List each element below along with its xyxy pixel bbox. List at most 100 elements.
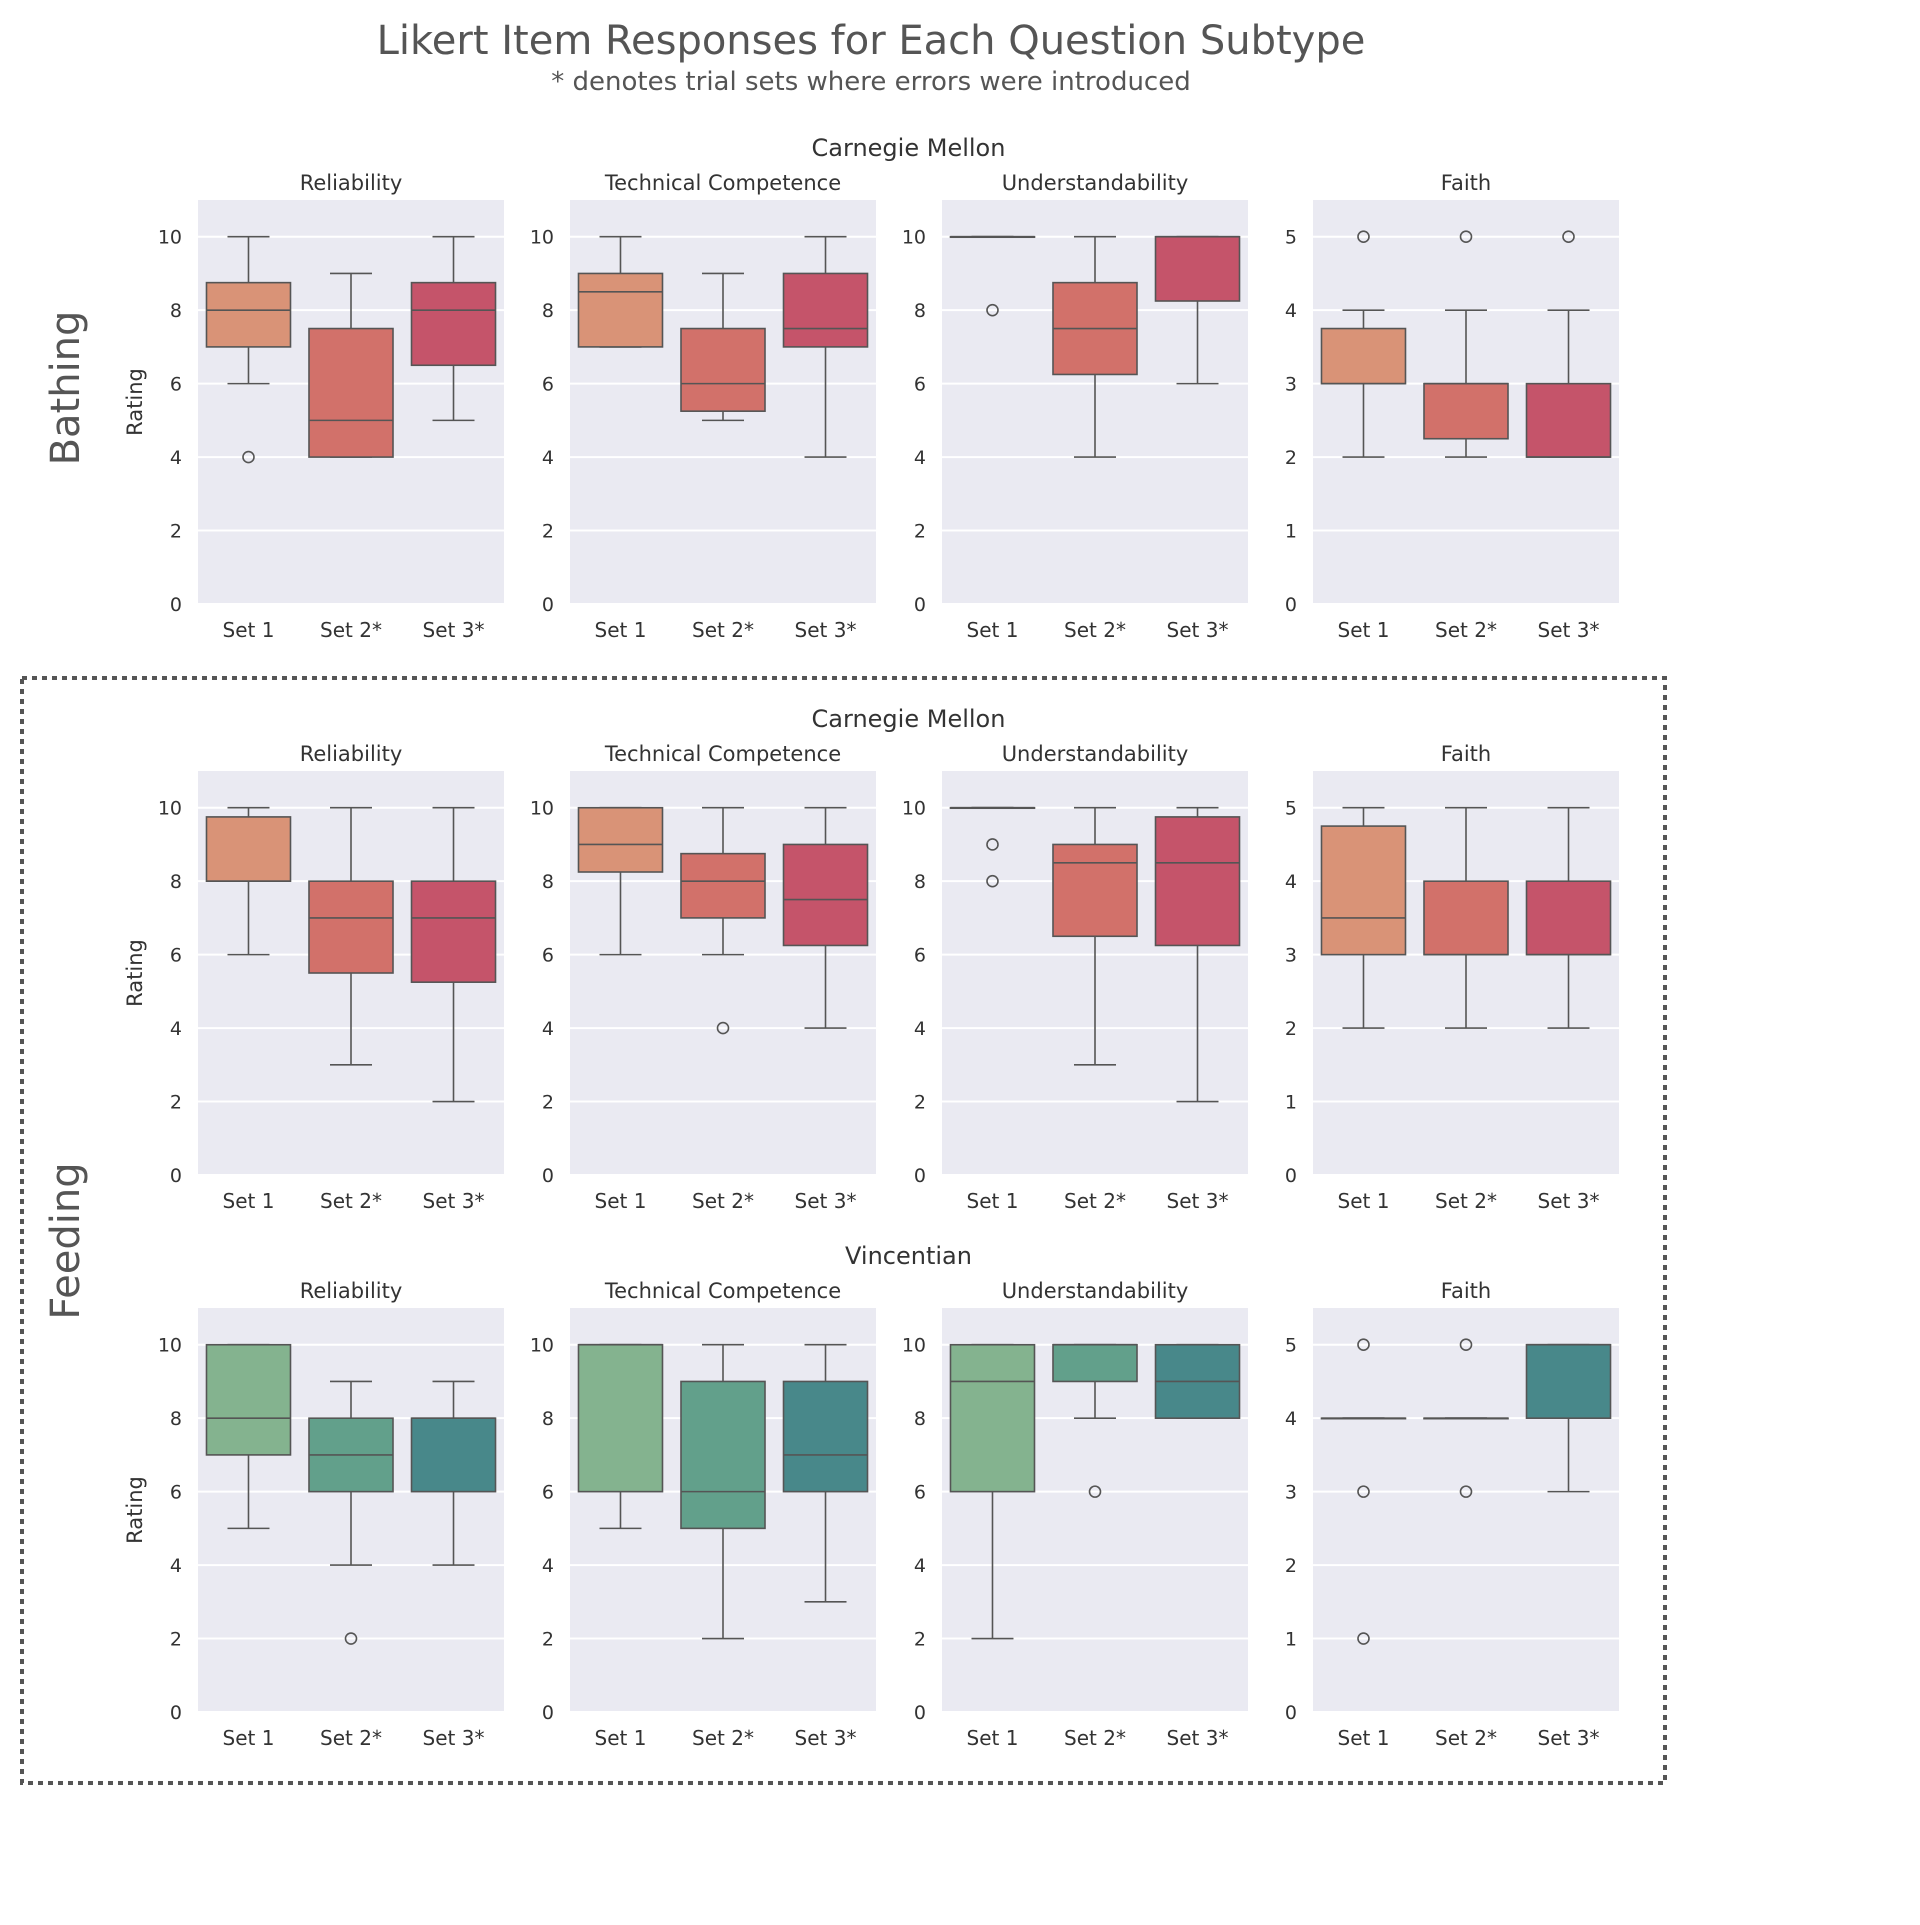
y-tick-label: 10: [530, 1335, 554, 1357]
y-tick-label: 8: [170, 300, 182, 322]
y-tick-label: 6: [170, 1482, 182, 1504]
y-tick-label: 0: [170, 1165, 182, 1187]
y-tick-label: 4: [170, 447, 182, 469]
y-tick-label: 8: [542, 1408, 554, 1430]
box-set-2: [308, 806, 394, 1066]
y-tick-label: 4: [1285, 871, 1297, 893]
x-tick-label: Set 2*: [320, 1189, 382, 1213]
row-label-feeding: Feeding: [43, 1162, 89, 1319]
iqr-box: [205, 281, 292, 348]
x-tick-label: Set 1: [1338, 1726, 1390, 1750]
iqr-box: [1320, 327, 1407, 385]
iqr-box: [308, 327, 394, 458]
iqr-box: [577, 806, 664, 873]
x-tick-label: Set 1: [595, 1189, 647, 1213]
y-tick-label: 2: [1285, 1018, 1297, 1040]
box-set-2: [1052, 235, 1138, 458]
y-tick-label: 10: [158, 227, 182, 249]
x-tick-label: Set 1: [1338, 618, 1390, 642]
outlier-point: [1562, 230, 1575, 244]
x-tick-label: Set 1: [223, 618, 275, 642]
x-tick-label: Set 1: [223, 1189, 275, 1213]
x-tick-label: Set 3*: [1167, 1189, 1229, 1213]
y-tick-label: 2: [914, 1629, 926, 1651]
box-set-3: [1154, 235, 1241, 385]
figure-subtitle: * denotes trial sets where errors were i…: [551, 67, 1190, 97]
iqr-box: [680, 852, 766, 919]
box-set-3: [1525, 806, 1612, 1029]
iqr-box: [1525, 1343, 1612, 1419]
outlier-point: [716, 1021, 730, 1035]
iqr-box: [205, 1343, 292, 1456]
x-tick-label: Set 3*: [423, 618, 485, 642]
y-tick-label: 4: [914, 1018, 926, 1040]
y-tick-label: 4: [914, 1555, 926, 1577]
outlier-point: [242, 450, 255, 464]
outlier-point: [1357, 1632, 1370, 1645]
box-set-1: [205, 806, 292, 956]
panel-title: Technical Competence: [604, 1279, 841, 1303]
x-tick-label: Set 1: [595, 618, 647, 642]
iqr-box: [680, 1380, 766, 1530]
x-tick-label: Set 2*: [692, 1726, 754, 1750]
box-set-1: [949, 806, 1036, 888]
y-tick-label: 3: [1285, 945, 1297, 967]
iqr-box: [1320, 825, 1407, 956]
iqr-box: [1154, 816, 1241, 947]
x-tick-label: Set 1: [967, 1189, 1019, 1213]
box-set-2: [1423, 1338, 1509, 1498]
outlier-point: [1357, 1338, 1370, 1352]
x-tick-label: Set 2*: [1435, 1726, 1497, 1750]
iqr-box: [1052, 1343, 1138, 1383]
iqr-box: [1525, 382, 1612, 458]
panel-technical-competence: Technical Competence 0 2 4 6 8 10 Set 1 Set 2* Se…: [530, 742, 876, 1213]
y-tick-label: 4: [1285, 300, 1297, 322]
y-tick-label: 2: [170, 1629, 182, 1651]
iqr-box: [782, 1380, 869, 1493]
panel-title: Reliability: [300, 1279, 403, 1303]
box-set-1: [577, 1343, 664, 1530]
y-tick-label: 4: [170, 1018, 182, 1040]
institution-title: Vincentian: [845, 1242, 972, 1270]
y-tick-label: 0: [914, 1165, 926, 1187]
x-tick-label: Set 1: [1338, 1189, 1390, 1213]
x-tick-label: Set 3*: [1538, 618, 1600, 642]
panel-title: Technical Competence: [604, 171, 841, 195]
y-tick-label: 8: [542, 871, 554, 893]
box-set-2: [308, 1380, 394, 1645]
institution-title: Carnegie Mellon: [812, 705, 1006, 733]
y-tick-label: 10: [902, 227, 926, 249]
y-tick-label: 4: [542, 1555, 554, 1577]
panel-faith: Faith 0 1 2 3 4 5 Set 1 Set 2* Set 3*: [1285, 742, 1619, 1213]
panel-reliability: Reliability 0 2 4 6 8 10 Rating Set 1 Set 2* Set 3…: [123, 1279, 504, 1750]
panel-title: Understandability: [1002, 742, 1189, 766]
iqr-box: [949, 1343, 1036, 1493]
y-tick-label: 8: [170, 871, 182, 893]
y-axis-label: Rating: [123, 939, 147, 1007]
figure-title: Likert Item Responses for Each Question …: [377, 18, 1366, 64]
x-tick-label: Set 2*: [1064, 1189, 1126, 1213]
y-tick-label: 0: [1285, 1165, 1297, 1187]
x-tick-label: Set 3*: [795, 1189, 857, 1213]
y-tick-label: 2: [1285, 1555, 1297, 1577]
iqr-box: [782, 272, 869, 348]
y-tick-label: 8: [914, 871, 926, 893]
y-tick-label: 8: [914, 1408, 926, 1430]
y-tick-label: 4: [170, 1555, 182, 1577]
panel-technical-competence: Technical Competence 0 2 4 6 8 10 Set 1 Set 2* Se…: [530, 1279, 876, 1750]
y-tick-label: 1: [1285, 521, 1297, 543]
box-set-1: [577, 235, 664, 348]
panel-title: Understandability: [1002, 1279, 1189, 1303]
x-tick-label: Set 2*: [1064, 618, 1126, 642]
y-tick-label: 6: [914, 1482, 926, 1504]
y-tick-label: 0: [914, 594, 926, 616]
box-set-2: [680, 272, 766, 422]
x-tick-label: Set 1: [967, 1726, 1019, 1750]
iqr-box: [1154, 235, 1241, 302]
y-tick-label: 8: [914, 300, 926, 322]
y-axis-label: Rating: [123, 368, 147, 436]
y-tick-label: 8: [542, 300, 554, 322]
y-tick-label: 10: [902, 1335, 926, 1357]
panel-reliability: Reliability 0 2 4 6 8 10 Rating Set 1 Set 2* Set 3…: [123, 742, 504, 1213]
